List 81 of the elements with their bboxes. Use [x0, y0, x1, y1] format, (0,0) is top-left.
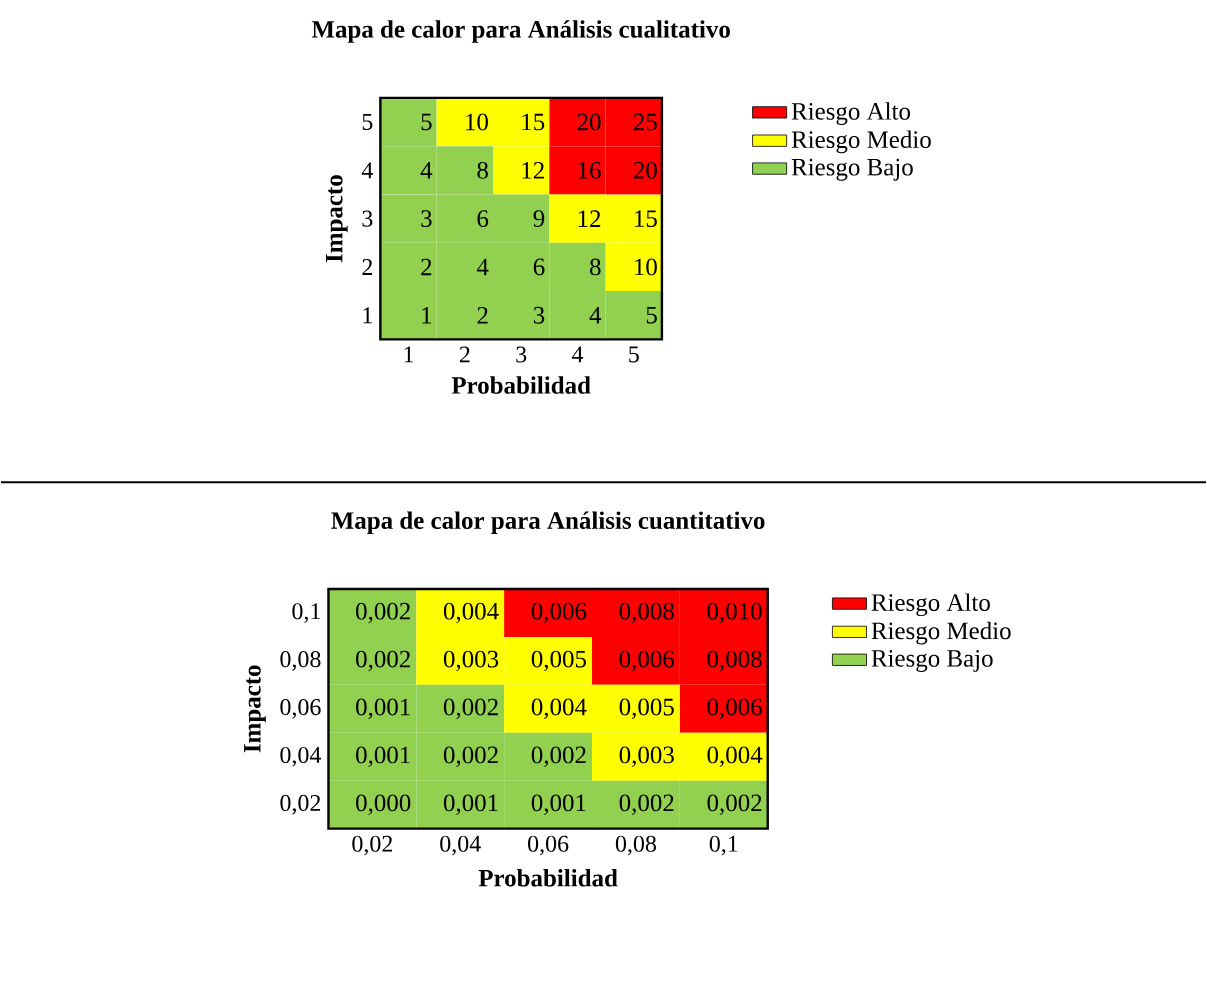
data-label: 2	[477, 306, 488, 324]
data-label: 9	[533, 210, 545, 227]
data-label: 0,004	[443, 602, 499, 624]
data-label: 8	[477, 161, 488, 179]
data-label: 0,003	[619, 746, 674, 767]
data-label: 0,008	[619, 602, 674, 624]
data-label: 0,000	[356, 794, 411, 815]
data-label: 0,001	[531, 794, 586, 815]
y-tick-label: 5	[362, 113, 373, 130]
data-label: 0,001	[443, 794, 498, 815]
data-label: 6	[533, 258, 545, 276]
data-label: 5	[646, 306, 657, 324]
data-label: 0,006	[531, 602, 587, 624]
chart-title: Mapa de calor para Análisis cualitativo	[311, 20, 730, 43]
y-tick-label: 0,08	[280, 650, 321, 671]
legend-label: Riesgo Bajo	[791, 158, 913, 181]
legend-label: Riesgo Medio	[791, 130, 931, 154]
data-label: 0,002	[443, 746, 498, 767]
x-axis-title: Probabilidad	[478, 868, 618, 887]
x-tick-label: 5	[629, 346, 639, 363]
legend-label: Riesgo Medio	[871, 621, 1011, 645]
data-label: 0,006	[707, 698, 762, 719]
data-label: 0,006	[619, 650, 675, 671]
data-label: 4	[420, 161, 433, 179]
data-label: 12	[578, 210, 601, 227]
y-tick-label: 0,02	[280, 794, 321, 815]
data-label: 0,002	[531, 746, 586, 767]
x-tick-label: 0,08	[615, 835, 656, 856]
data-label: 5	[421, 113, 432, 131]
x-tick-label: 0,1	[709, 835, 738, 856]
y-tick-label: 3	[362, 210, 373, 227]
x-tick-label: 1	[404, 346, 414, 363]
data-label: 0,005	[619, 698, 674, 719]
y-axis-title: Impacto	[325, 175, 348, 262]
y-tick-label: 1	[363, 307, 372, 323]
data-label: 3	[421, 210, 432, 227]
data-label: 0,005	[531, 650, 586, 671]
y-tick-label: 0,1	[292, 603, 320, 623]
legend-label: Riesgo Bajo	[871, 649, 993, 672]
data-label: 0,002	[356, 602, 410, 624]
data-label: 0,002	[356, 650, 410, 671]
data-label: 15	[522, 113, 545, 131]
data-label: 0,008	[707, 650, 762, 671]
x-tick-label: 3	[516, 346, 527, 363]
chart-title: Mapa de calor para Análisis cuantitativo	[331, 511, 765, 534]
x-tick-label: 2	[459, 346, 470, 363]
data-label: 0,001	[356, 746, 410, 767]
y-tick-label: 0,04	[280, 746, 322, 767]
data-label: 0,002	[619, 794, 674, 815]
data-label: 12	[522, 161, 544, 179]
y-tick-label: 2	[362, 258, 372, 275]
y-tick-label: 0,06	[280, 698, 321, 719]
data-label: 10	[635, 258, 657, 276]
data-label: 4	[476, 258, 489, 275]
data-label: 8	[589, 258, 601, 276]
x-tick-label: 4	[571, 346, 584, 363]
x-tick-label: 0,06	[528, 835, 569, 856]
data-label: 0,010	[707, 602, 762, 624]
data-label: 0,004	[707, 746, 763, 767]
data-label: 20	[633, 161, 657, 179]
data-label: 25	[633, 113, 657, 131]
x-axis-title: Probabilidad	[451, 376, 591, 394]
y-axis-title: Impacto	[244, 665, 266, 753]
legend-label: Riesgo Alto	[791, 102, 911, 125]
data-label: 0,002	[707, 794, 762, 815]
data-label: 10	[466, 113, 488, 131]
data-label: 1	[422, 306, 432, 324]
x-tick-label: 0,04	[440, 835, 481, 856]
data-label: 0,004	[531, 698, 587, 719]
data-label: 0,003	[443, 650, 499, 671]
data-label: 15	[635, 210, 657, 227]
data-label: 16	[578, 161, 601, 179]
data-label: 0,001	[356, 698, 410, 719]
data-label: 6	[477, 210, 489, 227]
data-label: 4	[589, 306, 602, 324]
data-label: 0,002	[443, 698, 498, 719]
data-label: 2	[421, 258, 432, 276]
data-label: 20	[577, 113, 601, 131]
data-label: 3	[533, 306, 545, 324]
legend-label: Riesgo Alto	[871, 593, 990, 616]
y-tick-label: 4	[361, 162, 373, 179]
